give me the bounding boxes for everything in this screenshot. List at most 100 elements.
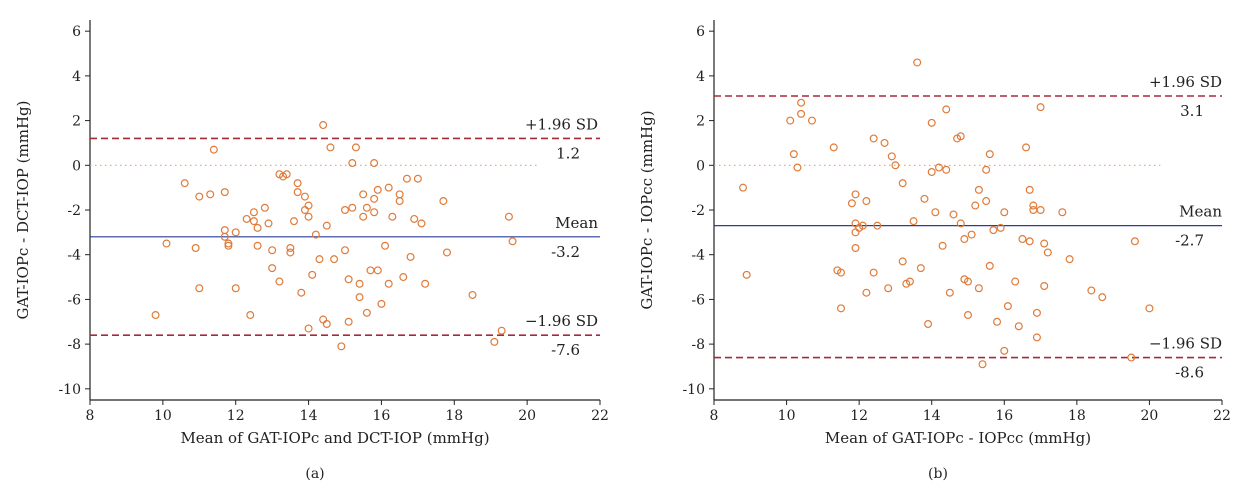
panel-label-b: (b) <box>928 466 948 482</box>
data-point <box>497 326 506 335</box>
data-point <box>290 217 299 226</box>
panel-b: 8 10 12 14 16 18 20 22 -10 -8 -6 -4 -2 0 2 4 6 +1.96 SD 3.… <box>638 20 1231 482</box>
mean-value-label: -3.2 <box>551 243 580 261</box>
lower-value-label: -7.6 <box>551 341 580 359</box>
y-tick-label: 4 <box>696 69 705 85</box>
x-tick-label: 18 <box>1068 408 1086 424</box>
y-tick-label: -4 <box>691 248 705 264</box>
upper-label: +1.96 SD <box>525 115 598 133</box>
x-tick-label: 10 <box>778 408 796 424</box>
data-point <box>417 219 426 228</box>
data-point <box>829 143 838 152</box>
data-point <box>348 203 357 212</box>
data-point <box>942 105 951 114</box>
data-point <box>847 199 856 208</box>
data-point <box>286 244 295 253</box>
mean-value-label: -2.7 <box>1175 232 1204 250</box>
data-point <box>971 201 980 210</box>
data-point <box>1025 185 1034 194</box>
y-tick-label: -4 <box>67 248 81 264</box>
data-point <box>220 226 229 235</box>
lower-label: −1.96 SD <box>525 312 598 330</box>
data-point <box>963 277 972 286</box>
data-point <box>1040 239 1049 248</box>
data-point <box>319 315 328 324</box>
data-point <box>873 221 882 230</box>
x-tick-label: 20 <box>518 408 536 424</box>
x-tick-label: 8 <box>86 408 95 424</box>
data-point <box>508 237 517 246</box>
data-point <box>942 165 951 174</box>
data-point <box>249 217 258 226</box>
x-tick-label: 14 <box>300 408 318 424</box>
y-tick-label: 2 <box>72 114 81 130</box>
data-point <box>927 118 936 127</box>
data-point <box>355 279 364 288</box>
data-point <box>373 185 382 194</box>
data-point <box>862 197 871 206</box>
data-point <box>410 214 419 223</box>
data-point <box>344 317 353 326</box>
data-point <box>797 109 806 118</box>
data-point <box>362 308 371 317</box>
data-point <box>388 212 397 221</box>
data-point <box>869 268 878 277</box>
data-point <box>974 185 983 194</box>
data-point <box>909 217 918 226</box>
data-point <box>985 261 994 270</box>
data-point <box>836 268 845 277</box>
y-tick-label: -10 <box>682 382 705 398</box>
data-point <box>869 134 878 143</box>
data-point <box>978 360 987 369</box>
data-point <box>286 248 295 257</box>
data-point <box>851 228 860 237</box>
data-point <box>793 163 802 172</box>
data-point <box>891 161 900 170</box>
data-point <box>151 311 160 320</box>
data-point <box>370 159 379 168</box>
data-point <box>1087 286 1096 295</box>
data-point <box>1000 346 1009 355</box>
data-point <box>337 342 346 351</box>
data-point <box>927 168 936 177</box>
data-point <box>1025 237 1034 246</box>
data-point <box>231 284 240 293</box>
data-point <box>468 290 477 299</box>
data-point <box>195 284 204 293</box>
data-point <box>381 241 390 250</box>
data-point <box>1011 277 1020 286</box>
data-point <box>1036 206 1045 215</box>
data-point <box>242 214 251 223</box>
y-tick-label: -6 <box>691 292 705 308</box>
data-point <box>253 223 262 232</box>
data-point <box>1014 322 1023 331</box>
data-point <box>264 219 273 228</box>
data-point <box>938 241 947 250</box>
x-axis-title: Mean of GAT-IOPc - IOPcc (mmHg) <box>825 429 1091 447</box>
data-point <box>1032 308 1041 317</box>
data-point <box>985 150 994 159</box>
data-point <box>195 192 204 201</box>
data-point <box>880 138 889 147</box>
data-point <box>1127 353 1136 362</box>
data-point <box>996 223 1005 232</box>
data-point <box>739 183 748 192</box>
data-point <box>191 244 200 253</box>
y-tick-label: 6 <box>696 24 705 40</box>
y-tick-label: 0 <box>72 158 81 174</box>
data-point <box>395 190 404 199</box>
data-point <box>362 203 371 212</box>
lower-value-label: -8.6 <box>1175 364 1204 382</box>
data-point <box>370 208 379 217</box>
data-point <box>967 230 976 239</box>
data-point <box>348 159 357 168</box>
y-axis-title: GAT-IOPc - DCT-IOP (mmHg) <box>14 100 32 319</box>
y-tick-label: -10 <box>58 382 81 398</box>
data-point <box>807 116 816 125</box>
data-point <box>344 275 353 284</box>
data-point <box>311 230 320 239</box>
data-point <box>887 152 896 161</box>
data-point <box>1098 293 1107 302</box>
data-point <box>300 206 309 215</box>
data-point <box>949 210 958 219</box>
